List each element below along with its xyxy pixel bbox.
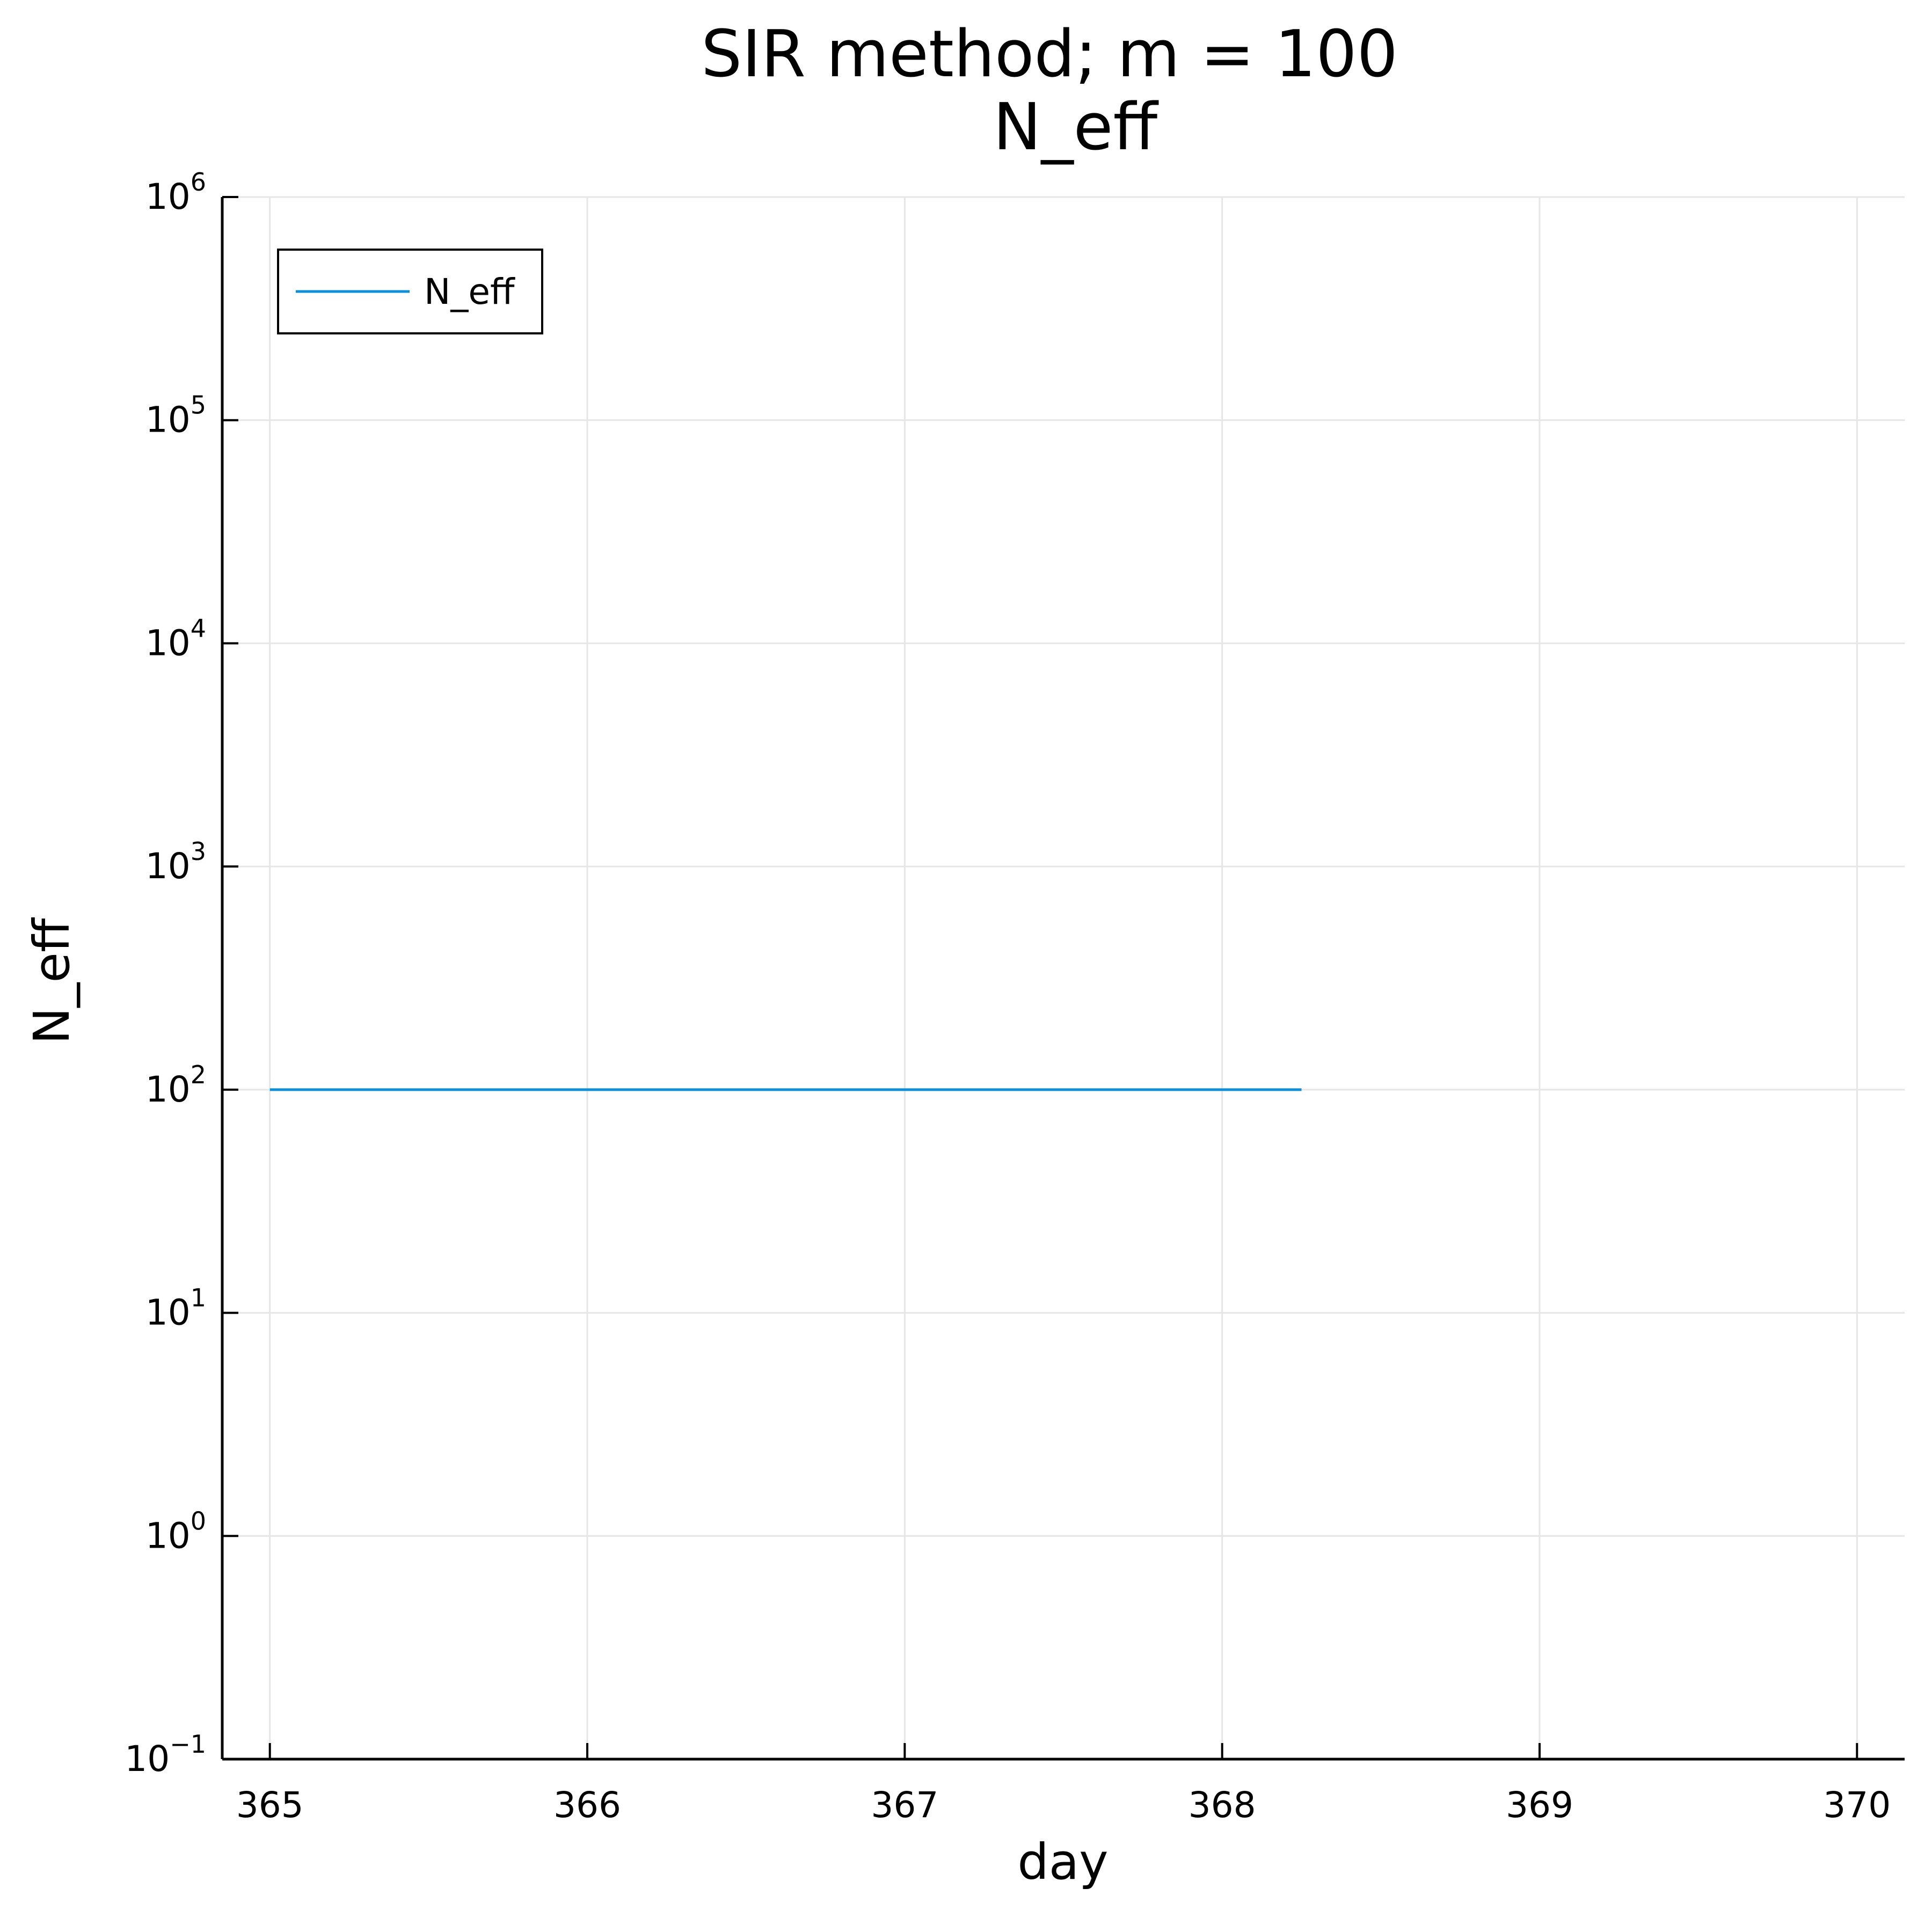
y-tick-label: 106 bbox=[145, 167, 206, 217]
y-tick-label: 105 bbox=[145, 391, 206, 441]
y-tick-label: 100 bbox=[145, 1506, 206, 1556]
y-tick-label: 10−1 bbox=[125, 1730, 206, 1780]
axes-layer bbox=[221, 197, 1905, 1761]
legend-label: N_eff bbox=[424, 271, 515, 312]
y-tick-label: 104 bbox=[145, 614, 206, 664]
x-tick-label: 368 bbox=[1189, 1784, 1256, 1826]
y-tick-label: 102 bbox=[145, 1060, 206, 1110]
x-tick-label: 365 bbox=[236, 1784, 304, 1826]
x-axis-label: day bbox=[1017, 1833, 1108, 1891]
chart-title: SIR method; m = 100 bbox=[701, 17, 1398, 92]
y-tick-label: 101 bbox=[145, 1284, 206, 1333]
x-tick-label: 370 bbox=[1823, 1784, 1891, 1826]
x-tick-label: 367 bbox=[871, 1784, 938, 1826]
y-axis-label: N_eff bbox=[23, 917, 81, 1044]
x-tick-label: 366 bbox=[553, 1784, 621, 1826]
legend: N_eff bbox=[277, 249, 543, 334]
x-tick-label: 369 bbox=[1506, 1784, 1573, 1826]
y-tick-label: 103 bbox=[145, 837, 206, 887]
chart-subtitle: N_eff bbox=[993, 90, 1159, 165]
ticks-layer: 365 366 367 368 369 370 10−1 100 101 102 103 104 105… bbox=[125, 167, 1891, 1826]
